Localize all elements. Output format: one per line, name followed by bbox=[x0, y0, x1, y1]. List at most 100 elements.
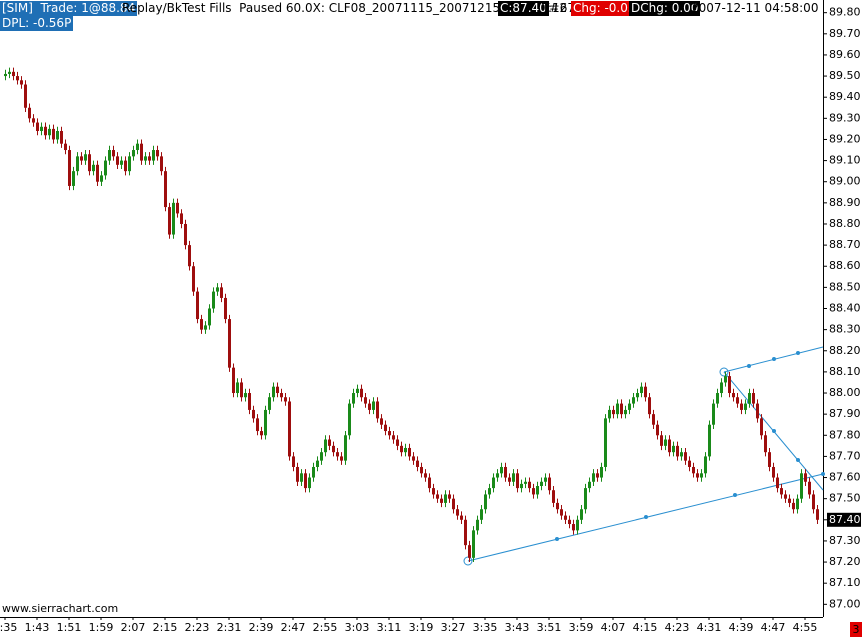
candle-body bbox=[576, 519, 579, 531]
candle-body bbox=[632, 397, 635, 404]
candle-body bbox=[332, 445, 335, 453]
candle-body bbox=[628, 403, 631, 410]
candle-body bbox=[776, 477, 779, 489]
y-tick-label: 88.80 bbox=[829, 217, 861, 230]
x-tick-label: 1:43 bbox=[25, 621, 50, 634]
candle-body bbox=[132, 150, 135, 157]
candle-body bbox=[392, 435, 395, 440]
y-tick-label: 87.60 bbox=[829, 471, 861, 484]
candle-body bbox=[732, 393, 735, 398]
candle-body bbox=[692, 466, 695, 474]
candle-body bbox=[668, 439, 671, 453]
candle-body bbox=[212, 291, 215, 309]
candle-body bbox=[568, 519, 571, 525]
candle-body bbox=[508, 477, 511, 482]
y-tick-label: 88.00 bbox=[829, 386, 861, 399]
candle-body bbox=[200, 319, 203, 330]
candle-body bbox=[704, 456, 707, 474]
candle-body bbox=[280, 393, 283, 398]
candle-body bbox=[800, 473, 803, 499]
candle-body bbox=[172, 202, 175, 235]
candle-body bbox=[412, 456, 415, 461]
candle-body bbox=[524, 481, 527, 484]
candle-body bbox=[588, 481, 591, 489]
x-tick-label: 2:31 bbox=[217, 621, 242, 634]
candle-body bbox=[592, 473, 595, 482]
candle-body bbox=[104, 160, 107, 176]
candle-body bbox=[516, 473, 519, 489]
candle-body bbox=[608, 409, 611, 419]
candle-body bbox=[256, 418, 259, 432]
candle-body bbox=[164, 171, 167, 208]
candle-body bbox=[44, 126, 47, 136]
candle-body bbox=[688, 460, 691, 467]
candle-body bbox=[460, 515, 463, 520]
x-tick-label: 3:03 bbox=[345, 621, 370, 634]
x-tick-label: 3:19 bbox=[409, 621, 434, 634]
candle-body bbox=[320, 452, 323, 461]
candle-body bbox=[640, 386, 643, 394]
candle-body bbox=[268, 397, 271, 410]
candle-body bbox=[96, 164, 99, 182]
candle-body bbox=[696, 473, 699, 478]
candle-body bbox=[336, 452, 339, 457]
candle-body bbox=[128, 156, 131, 172]
y-tick-label: 89.60 bbox=[829, 48, 861, 61]
x-tick-label: 4:39 bbox=[729, 621, 754, 634]
candle-body bbox=[548, 477, 551, 491]
y-tick-label: 89.70 bbox=[829, 27, 861, 40]
candle-body bbox=[220, 287, 223, 298]
candle-body bbox=[92, 164, 95, 172]
candle-body bbox=[680, 452, 683, 457]
candle-body bbox=[360, 388, 363, 398]
y-tick-label: 87.70 bbox=[829, 449, 861, 462]
candle-body bbox=[520, 483, 523, 489]
candle-body bbox=[376, 401, 379, 419]
candle-body bbox=[432, 488, 435, 495]
x-tick-label: 4:31 bbox=[697, 621, 722, 634]
candle-body bbox=[344, 435, 347, 461]
candle-body bbox=[384, 424, 387, 432]
y-tick-label: 88.30 bbox=[829, 323, 861, 336]
daily-change-info: DChg: 0.00 bbox=[629, 1, 701, 16]
x-tick-label: 3:11 bbox=[377, 621, 402, 634]
candle-body bbox=[476, 519, 479, 531]
candle-body bbox=[512, 473, 515, 482]
candle-body bbox=[644, 386, 647, 398]
candle-body bbox=[180, 213, 183, 224]
candle-body bbox=[184, 223, 187, 246]
candle-body bbox=[792, 502, 795, 510]
candle-body bbox=[100, 175, 103, 182]
candle-body bbox=[660, 435, 663, 446]
candle-body bbox=[356, 388, 359, 394]
candle-body bbox=[768, 452, 771, 467]
candle-body bbox=[24, 84, 27, 108]
sim-trade: [SIM] Trade: 1@88.84 bbox=[0, 1, 138, 16]
candle-body bbox=[788, 498, 791, 503]
candle-body bbox=[152, 150, 155, 161]
y-tick-label: 87.20 bbox=[829, 555, 861, 568]
candle-body bbox=[84, 154, 87, 161]
candle-body bbox=[760, 418, 763, 436]
candle-body bbox=[748, 393, 751, 404]
candle-body bbox=[612, 409, 615, 415]
candle-body bbox=[28, 107, 31, 119]
candle-body bbox=[808, 481, 811, 495]
candle-body bbox=[444, 494, 447, 503]
candle-body bbox=[408, 447, 411, 457]
candle-body bbox=[456, 509, 459, 516]
candle-body bbox=[784, 494, 787, 499]
candle-body bbox=[72, 171, 75, 186]
x-tick-label: 4:07 bbox=[601, 621, 626, 634]
candle-body bbox=[76, 156, 79, 172]
candle-body bbox=[300, 473, 303, 482]
candle-body bbox=[208, 308, 211, 326]
candle-body bbox=[560, 509, 563, 516]
candle-body bbox=[724, 376, 727, 383]
y-tick-label: 88.40 bbox=[829, 302, 861, 315]
candle-body bbox=[88, 154, 91, 172]
candle-body bbox=[488, 488, 491, 495]
marker-label: 3 bbox=[853, 623, 860, 636]
dpl-info: DPL: -0.56P bbox=[0, 16, 74, 31]
